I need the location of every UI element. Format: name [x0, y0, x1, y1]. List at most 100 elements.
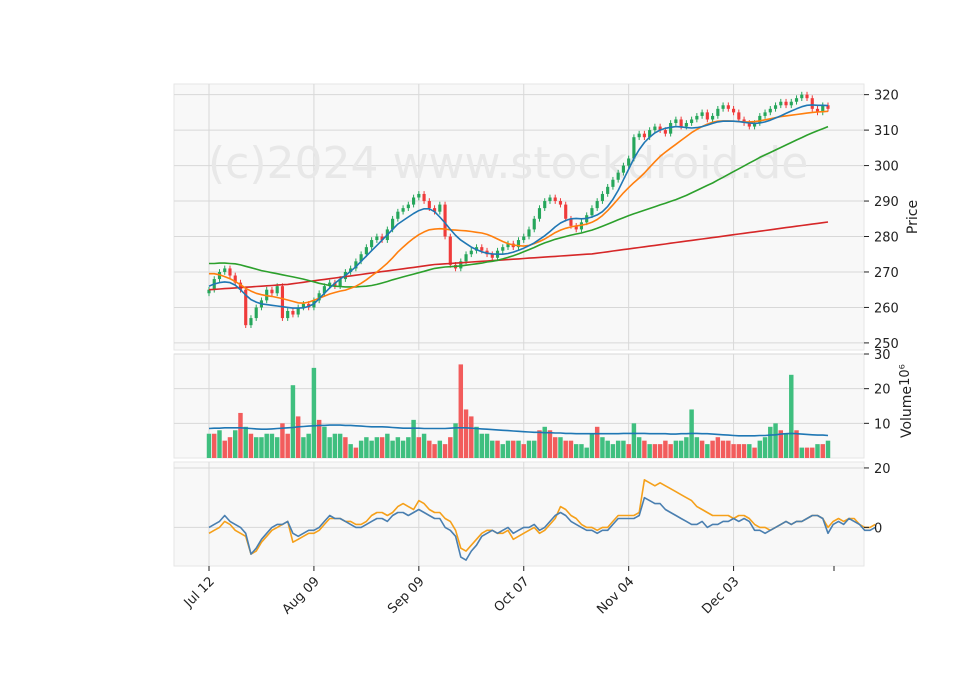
volume-bar [432, 444, 437, 458]
volume-bar [400, 440, 406, 458]
volume-bar [474, 426, 479, 458]
candle-body [632, 137, 636, 159]
volume-bar [631, 423, 637, 458]
oscillator-line-a [208, 496, 876, 561]
candle-body [328, 282, 332, 287]
volume-bar [227, 437, 233, 458]
price-y-tick-label: 250 [874, 337, 899, 352]
candle-body [480, 247, 484, 251]
volume-bar [353, 447, 359, 458]
candle-body [522, 236, 526, 241]
candle-body [653, 126, 657, 131]
volume-bar [778, 430, 784, 458]
price-y-tick-label: 320 [874, 89, 899, 104]
volume-bar [526, 440, 532, 458]
candle-body [611, 179, 615, 187]
volume-bar [647, 444, 652, 458]
volume-bar [327, 437, 332, 458]
candle-body [711, 115, 715, 120]
volume-bar [652, 444, 658, 458]
candle-body [747, 123, 751, 127]
candle-body [286, 310, 290, 319]
oscillator-panel [173, 461, 865, 567]
candle-body [648, 130, 652, 138]
candle-body [317, 293, 321, 301]
candle-body [627, 158, 631, 166]
volume-bar [715, 437, 721, 458]
candle-body [280, 286, 285, 319]
volume-bar [799, 447, 805, 458]
volume-bar [479, 433, 485, 458]
volume-bar [469, 416, 474, 458]
candle-body [238, 282, 243, 290]
candle-body [784, 101, 788, 106]
oscillator-y-tick-label: 0 [874, 521, 882, 536]
candle-body [616, 172, 620, 180]
candle-body [721, 105, 725, 109]
candle-body [501, 247, 505, 251]
volume-bar [416, 437, 422, 458]
volume-bar [505, 440, 511, 458]
candle-body [606, 186, 610, 194]
volume-bar [757, 440, 763, 458]
volume-bar [815, 444, 820, 458]
candle-body [270, 289, 274, 294]
candle-body [349, 268, 353, 272]
volume-bar [820, 444, 825, 458]
volume-bar [306, 433, 311, 458]
candle-body [490, 254, 494, 258]
candle-body [669, 123, 673, 134]
volume-bar [379, 437, 385, 458]
candle-body [370, 240, 374, 248]
candle-body [826, 105, 830, 109]
volume-bar [516, 440, 521, 458]
volume-bar [684, 437, 689, 458]
volume-axis-exponent: 10⁶ [898, 364, 913, 386]
candle-body [679, 119, 683, 127]
volume-bar [316, 419, 322, 458]
candle-body [732, 108, 736, 113]
candle-body [794, 98, 799, 102]
volume-bar [337, 433, 343, 458]
candle-body [275, 286, 279, 294]
volume-bar [673, 440, 679, 458]
price-y-tick-label: 310 [874, 124, 899, 139]
candle-body [737, 112, 741, 120]
candle-body [301, 303, 305, 308]
candle-body [779, 101, 783, 106]
candle-body [448, 236, 452, 265]
volume-bar [427, 440, 432, 458]
volume-bar [558, 437, 563, 458]
volume-bar [710, 440, 715, 458]
volume-bar [322, 426, 327, 458]
candle-body [726, 105, 730, 109]
candle-body [558, 201, 563, 205]
candle-body [375, 236, 379, 241]
volume-y-tick-label: 10 [874, 417, 891, 432]
oscillator-y-tick-label: 20 [874, 462, 891, 477]
volume-bar [810, 447, 815, 458]
volume-bar [301, 437, 306, 458]
candle-body [621, 165, 625, 173]
candle-body [359, 254, 363, 262]
volume-bar [789, 374, 794, 458]
volume-bar [212, 433, 217, 458]
candle-body [338, 279, 342, 287]
volume-bar [783, 433, 789, 458]
volume-axis-label: Volume [899, 386, 915, 438]
volume-bar [274, 437, 280, 458]
volume-bar [463, 409, 469, 458]
candle-body [768, 108, 772, 113]
candle-body [595, 201, 599, 209]
volume-bar [573, 444, 579, 458]
volume-bar [589, 433, 595, 458]
volume-bar [568, 440, 574, 458]
volume-bar [358, 440, 364, 458]
volume-bar [741, 444, 747, 458]
volume-bar [699, 440, 705, 458]
volume-bar [495, 440, 500, 458]
price-y-tick-label: 300 [874, 160, 899, 175]
volume-bar [694, 437, 700, 458]
candle-body [380, 236, 384, 241]
